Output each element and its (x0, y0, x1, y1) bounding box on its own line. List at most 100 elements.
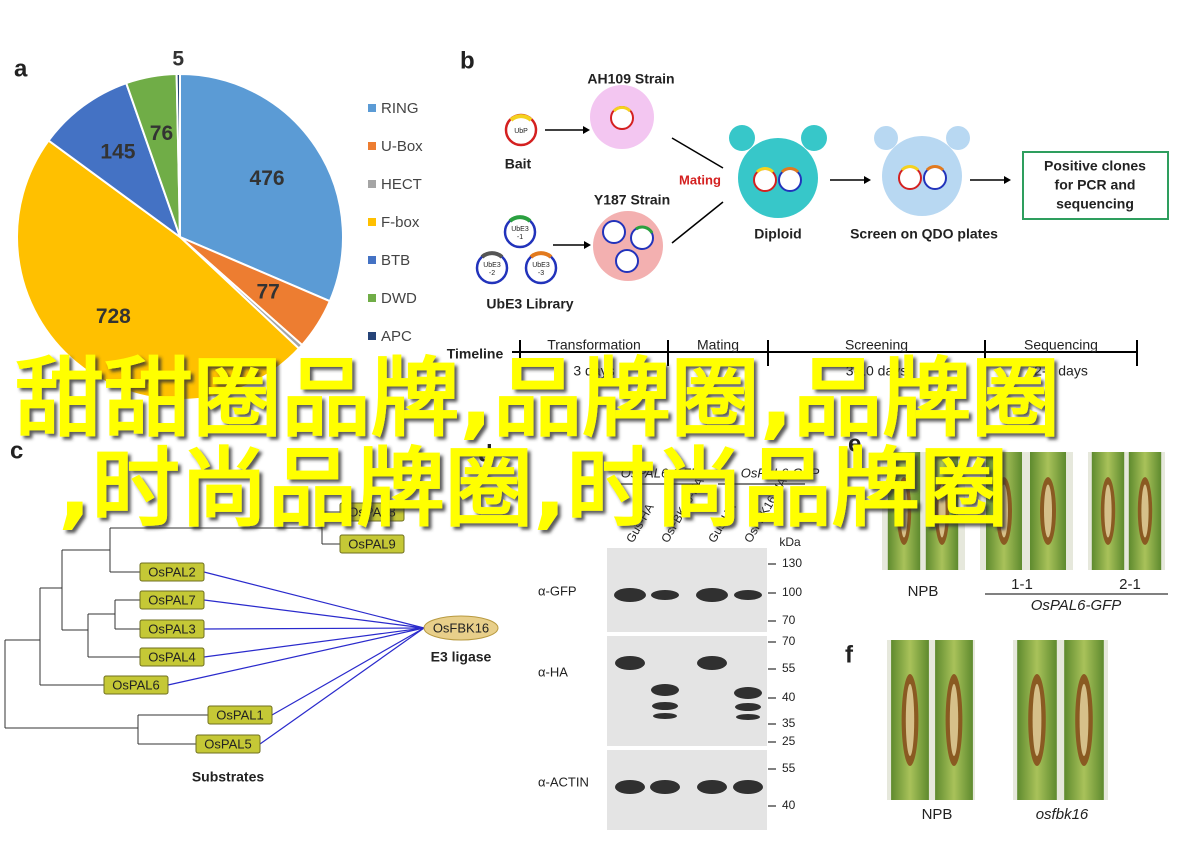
cell-ear (729, 125, 755, 151)
marker-label: 40 (782, 798, 796, 812)
cell (882, 136, 962, 216)
legend-label: F-box (381, 214, 420, 231)
marker-label: 35 (782, 716, 796, 730)
marker-label: 25 (782, 734, 796, 748)
construct-label: OsPAL6-GFP (621, 465, 700, 480)
stage-duration: 3 days (573, 363, 614, 379)
unit-label: kDa (779, 535, 801, 549)
plasmid-label: UbE3 (511, 226, 529, 233)
substrate-label: OsPAL7 (148, 592, 195, 607)
substrate-box (339, 502, 405, 522)
blot-band (697, 656, 727, 670)
legend-label: DWD (381, 290, 417, 307)
ligase-label: OsFBK16 (433, 620, 489, 635)
plasmid (898, 166, 922, 190)
plasmid (615, 249, 639, 273)
arrowhead (584, 241, 591, 249)
caption: Screen on QDO plates (850, 226, 998, 242)
marker-label: 40 (782, 690, 796, 704)
legend-swatch (368, 256, 376, 264)
plasmid-insert (755, 167, 775, 174)
blot-band (733, 780, 763, 794)
timeline-title: Timeline (447, 346, 504, 362)
sample-label: osfbk16 (1036, 806, 1089, 823)
substrates: OsPAL8 OsPAL9 OsPAL2 OsPAL7 OsPAL3 OsPAL4 OsPA… (103, 502, 425, 754)
legend-swatch (368, 332, 376, 340)
marker-label: 55 (782, 761, 796, 775)
substrate-label: OsPAL2 (148, 564, 195, 579)
cell-ear (874, 126, 898, 150)
panel-b: b UbP Bait AH109 Strain Y187 Strain UbE3… (447, 47, 1169, 379)
interaction-line (271, 627, 425, 716)
blot-band (696, 588, 728, 602)
interaction-line (203, 571, 425, 629)
blot-band (614, 588, 646, 602)
legend-swatch (368, 294, 376, 302)
cell-ear (946, 126, 970, 150)
blot-band (734, 687, 762, 699)
diploid-cell (738, 138, 818, 218)
blot-band (651, 684, 679, 696)
arrowhead (583, 126, 590, 134)
construct-label: OsPAL6-GFP (741, 465, 820, 480)
overlay-text: ,时尚品牌圈,时尚品牌圈 (58, 439, 1008, 539)
plasmid-insert (900, 165, 920, 172)
caption: Diploid (754, 226, 801, 242)
sample-label: NPB (908, 583, 939, 600)
panel-c: c OsPAL8OsPAL9OsPAL2OsPAL7OsPAL3OsPAL4Os… (4, 437, 499, 785)
substrate-label: OsPAL6 (112, 677, 159, 692)
substrate-label: OsPAL9 (348, 536, 395, 551)
sample-label: NPB (922, 806, 953, 823)
arrow (671, 201, 724, 244)
caption: AH109 Strain (587, 71, 674, 87)
panel-label: b (460, 47, 475, 74)
leaf (1064, 640, 1104, 800)
stage-duration: 3-10 days (846, 363, 907, 379)
arrowhead (864, 176, 871, 184)
plasmid-label: -3 (538, 270, 544, 277)
caption: E3 ligase (431, 649, 492, 665)
legend-swatch (368, 218, 376, 226)
blot-band (735, 703, 761, 711)
blot-band (734, 590, 762, 600)
stage-duration: 2-3 days (1034, 363, 1088, 379)
blot-band (697, 780, 727, 794)
stage-name: Mating (697, 337, 739, 353)
interaction-line (203, 599, 425, 629)
leaf (1128, 452, 1162, 570)
caption: Mating (679, 172, 721, 187)
sample-label: 2-1 (1119, 576, 1141, 593)
legend-swatch (368, 180, 376, 188)
arrowhead (1004, 176, 1011, 184)
cell-ear (801, 125, 827, 151)
plasmid-insert (612, 106, 632, 113)
substrate-label: OsPAL8 (348, 504, 395, 519)
marker-label: 55 (782, 661, 796, 675)
substrate-box (195, 734, 261, 754)
plasmid (753, 168, 777, 192)
sample-label: 1-1 (1011, 576, 1033, 593)
pie-slice (16, 139, 301, 401)
timeline: Transformation 3 days Mating Screening 3-10 … (519, 337, 1138, 379)
substrate-label: OsPAL4 (148, 649, 195, 664)
slice-label: 77 (256, 280, 279, 303)
plasmid (778, 168, 802, 192)
blot-band (650, 780, 680, 794)
legend-label: APC (381, 328, 412, 345)
result-box (1022, 151, 1169, 220)
caption: Substrates (192, 769, 265, 785)
panel-label: e (848, 430, 861, 457)
plasmid-label: UbP (514, 128, 528, 135)
plasmid-label: UbE3 (483, 262, 501, 269)
box-text: for PCR and (1055, 177, 1136, 193)
box-text: Positive clones (1044, 158, 1146, 174)
blot-band (653, 713, 677, 719)
slice-label: 5 (172, 48, 184, 71)
caption: Y187 Strain (594, 192, 670, 208)
substrate-label: OsPAL5 (204, 736, 251, 751)
caption: UbE3 Library (486, 296, 573, 312)
leaf (891, 640, 929, 800)
overlay-text: 甜甜圈品牌,品牌圈,品牌圈 (15, 349, 1060, 449)
